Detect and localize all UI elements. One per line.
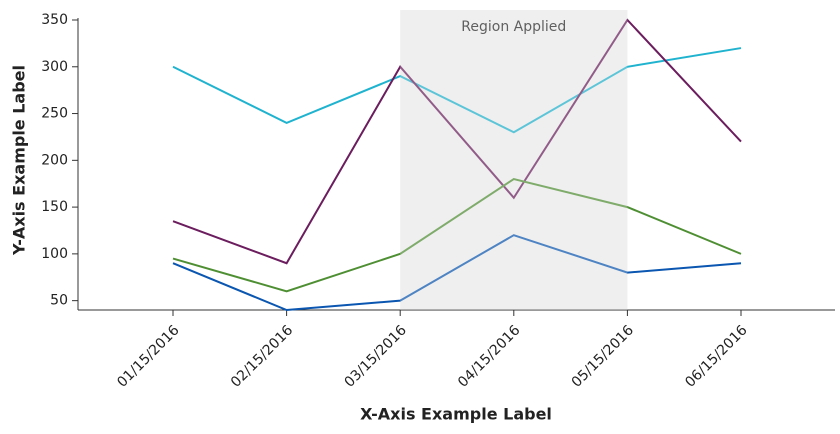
region-label: Region Applied	[461, 19, 566, 35]
x-tick-label: 04/15/2016	[455, 322, 523, 390]
line-series	[172, 47, 742, 134]
x-tick-label: 02/15/2016	[228, 322, 296, 390]
line-series	[172, 177, 742, 293]
y-tick-label: 50	[50, 293, 68, 309]
line-series	[172, 234, 742, 312]
x-tick-label: 05/15/2016	[569, 322, 637, 390]
x-tick-label: 01/15/2016	[114, 322, 182, 390]
x-axis-title: X-Axis Example Label	[360, 405, 552, 424]
x-tick-label: 03/15/2016	[341, 322, 409, 390]
y-tick-label: 300	[41, 59, 68, 75]
y-tick-label: 250	[41, 106, 68, 122]
y-tick-label: 100	[41, 246, 68, 262]
line-series	[172, 18, 742, 265]
y-axis-title: Y-Axis Example Label	[10, 65, 29, 256]
y-tick-label: 200	[41, 152, 68, 168]
x-tick-label: 06/15/2016	[682, 322, 750, 390]
region-overlay	[400, 10, 628, 310]
y-tick-label: 350	[41, 12, 68, 28]
y-tick-label: 150	[41, 199, 68, 215]
